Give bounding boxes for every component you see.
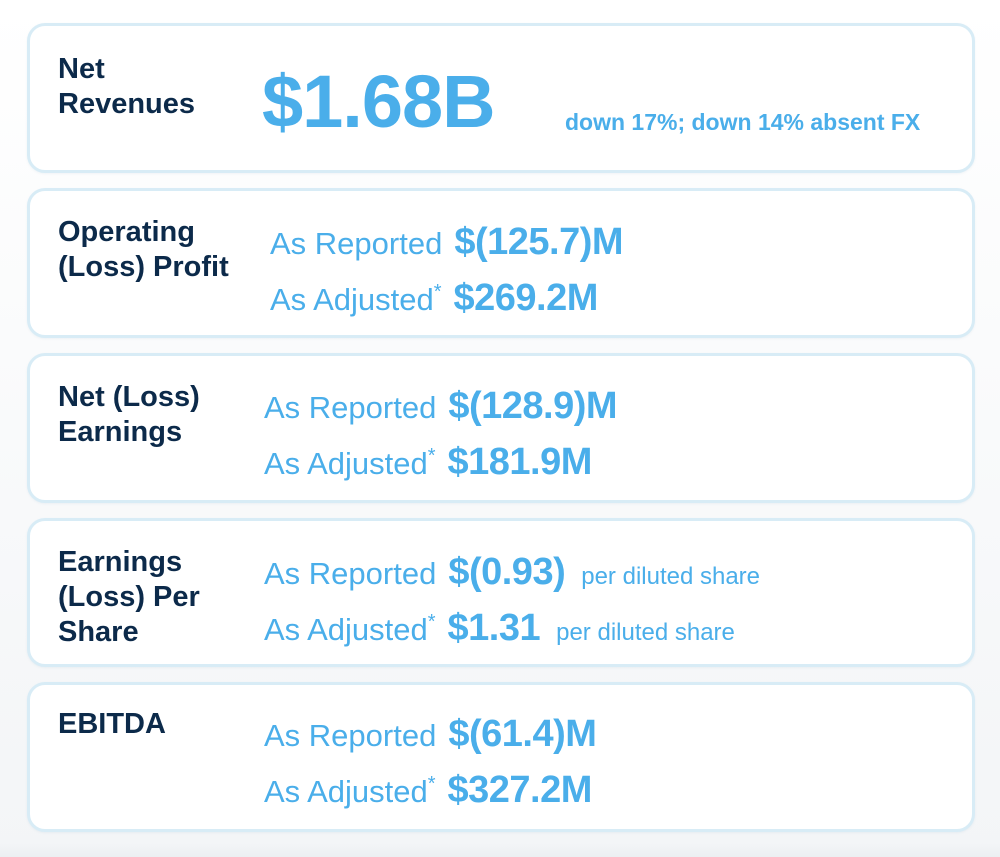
reported-suffix: per diluted share xyxy=(581,563,761,590)
asterisk: * xyxy=(433,281,442,303)
reported-row: As Reported $(0.93) per diluted share xyxy=(264,547,760,597)
net-earnings-figures: As Reported $(128.9)M As Adjusted* $181.9M xyxy=(264,381,618,483)
asterisk: * xyxy=(427,445,436,467)
eps-label: Earnings (Loss) Per Share xyxy=(58,545,200,650)
adjusted-row: As Adjusted* $327.2M xyxy=(264,759,596,811)
reported-value: $(61.4)M xyxy=(448,713,597,755)
adjusted-value: $181.9M xyxy=(447,441,593,483)
net-revenues-card: Net Revenues $1.68B down 17%; down 14% a… xyxy=(27,23,975,173)
operating-profit-label: Operating (Loss) Profit xyxy=(58,215,229,285)
reported-value: $(0.93) xyxy=(448,551,566,593)
ebitda-label: EBITDA xyxy=(58,707,166,742)
reported-value: $(128.9)M xyxy=(448,385,618,427)
ebitda-figures: As Reported $(61.4)M As Adjusted* $327.2M xyxy=(264,709,597,811)
eps-figures: As Reported $(0.93) per diluted share As A… xyxy=(264,547,760,649)
label-line: Net (Loss) xyxy=(58,381,200,413)
net-revenues-label: Net Revenues xyxy=(58,52,195,122)
operating-profit-figures: As Reported $(125.7)M As Adjusted* $269.2M xyxy=(270,217,624,319)
reported-prefix: As Reported xyxy=(270,226,443,261)
label-line: Net xyxy=(58,53,105,85)
reported-prefix: As Reported xyxy=(264,718,437,753)
net-revenues-value: $1.68B xyxy=(262,60,496,143)
label-line: Earnings xyxy=(58,546,183,578)
net-earnings-card: Net (Loss) Earnings As Reported $(128.9)M… xyxy=(27,353,975,503)
adjusted-value: $1.31 xyxy=(447,607,541,649)
adjusted-prefix: As Adjusted xyxy=(264,446,428,481)
label-line: Operating xyxy=(58,216,195,248)
adjusted-prefix: As Adjusted xyxy=(270,282,434,317)
adjusted-suffix: per diluted share xyxy=(556,619,735,646)
reported-prefix: As Reported xyxy=(264,556,437,591)
asterisk: * xyxy=(427,773,436,795)
reported-row: As Reported $(128.9)M xyxy=(264,381,618,431)
reported-value: $(125.7)M xyxy=(454,221,624,263)
reported-row: As Reported $(125.7)M xyxy=(270,217,624,267)
bottom-shade xyxy=(0,843,1000,857)
adjusted-row: As Adjusted* $181.9M xyxy=(264,431,617,483)
adjusted-value: $269.2M xyxy=(453,277,599,319)
adjusted-value: $327.2M xyxy=(447,769,593,811)
asterisk: * xyxy=(427,611,436,633)
ebitda-card: EBITDA As Reported $(61.4)M As Adjusted* $… xyxy=(27,682,975,832)
adjusted-prefix: As Adjusted xyxy=(264,774,428,809)
label-line: EBITDA xyxy=(58,708,166,740)
label-line: Share xyxy=(58,616,139,648)
label-line: Revenues xyxy=(58,88,196,120)
adjusted-row: As Adjusted* $1.31 per diluted share xyxy=(264,597,760,649)
eps-card: Earnings (Loss) Per Share As Reported $(0… xyxy=(27,518,975,667)
label-line: Earnings xyxy=(58,416,183,448)
net-revenues-change-note: down 17%; down 14% absent FX xyxy=(565,109,921,135)
operating-profit-card: Operating (Loss) Profit As Reported $(125… xyxy=(27,188,975,338)
adjusted-prefix: As Adjusted xyxy=(264,612,428,647)
label-line: (Loss) Per xyxy=(58,581,200,613)
net-earnings-label: Net (Loss) Earnings xyxy=(58,380,200,450)
adjusted-row: As Adjusted* $269.2M xyxy=(270,267,623,319)
reported-row: As Reported $(61.4)M xyxy=(264,709,597,759)
reported-prefix: As Reported xyxy=(264,390,437,425)
label-line: (Loss) Profit xyxy=(58,251,229,283)
